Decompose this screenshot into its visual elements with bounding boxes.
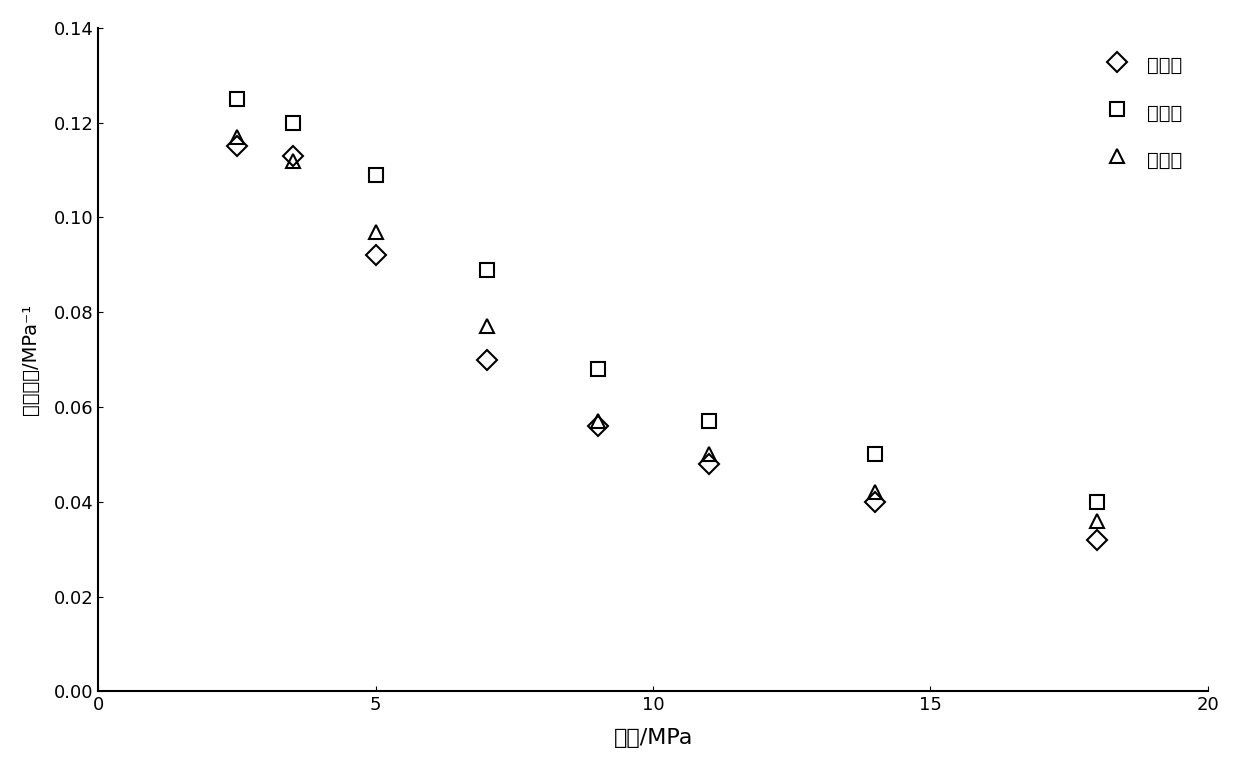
大孔隙 (868, 450, 883, 459)
总孔隙 (590, 417, 605, 426)
总孔隙 (368, 227, 383, 236)
X-axis label: 围压/MPa: 围压/MPa (614, 728, 693, 748)
总孔隙 (285, 156, 300, 165)
小孔隙 (229, 141, 244, 151)
Line: 小孔隙: 小孔隙 (231, 139, 1104, 547)
Line: 大孔隙: 大孔隙 (231, 92, 1104, 509)
小孔隙 (701, 459, 715, 468)
小孔隙 (480, 355, 495, 365)
大孔隙 (701, 417, 715, 426)
大孔隙 (590, 365, 605, 374)
大孔隙 (1090, 498, 1105, 507)
Line: 总孔隙: 总孔隙 (231, 130, 1104, 528)
大孔隙 (368, 170, 383, 179)
总孔隙 (480, 322, 495, 331)
大孔隙 (229, 95, 244, 104)
小孔隙 (285, 151, 300, 161)
大孔隙 (480, 265, 495, 275)
小孔隙 (590, 421, 605, 431)
总孔隙 (868, 488, 883, 497)
小孔隙 (868, 498, 883, 507)
大孔隙 (285, 118, 300, 127)
小孔隙 (1090, 535, 1105, 544)
小孔隙 (368, 251, 383, 260)
总孔隙 (1090, 516, 1105, 525)
总孔隙 (229, 132, 244, 141)
Legend: 小孔隙, 大孔隙, 总孔隙: 小孔隙, 大孔隙, 总孔隙 (1087, 38, 1198, 187)
总孔隙 (701, 450, 715, 459)
Y-axis label: 压缩系数/MPa⁻¹: 压缩系数/MPa⁻¹ (21, 304, 40, 415)
